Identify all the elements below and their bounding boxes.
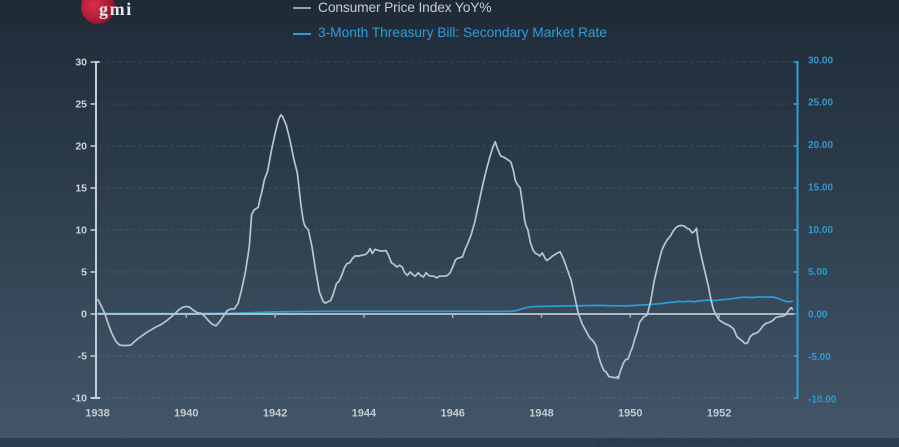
svg-text:1942: 1942 xyxy=(263,408,287,420)
svg-text:10: 10 xyxy=(75,225,87,237)
svg-text:1940: 1940 xyxy=(174,408,198,420)
svg-text:1946: 1946 xyxy=(440,408,464,420)
svg-text:1948: 1948 xyxy=(529,408,553,420)
svg-text:0: 0 xyxy=(81,309,87,321)
svg-text:-5: -5 xyxy=(78,351,87,363)
svg-text:5: 5 xyxy=(81,267,87,279)
svg-text:0.00: 0.00 xyxy=(808,310,828,321)
svg-text:1938: 1938 xyxy=(85,408,109,420)
svg-text:30.00: 30.00 xyxy=(808,55,833,66)
svg-text:1950: 1950 xyxy=(618,408,642,420)
svg-text:30: 30 xyxy=(75,57,87,69)
svg-text:1952: 1952 xyxy=(707,408,731,420)
svg-text:15.00: 15.00 xyxy=(808,182,833,193)
svg-text:25: 25 xyxy=(75,99,87,111)
svg-text:15: 15 xyxy=(75,183,87,195)
svg-text:20.00: 20.00 xyxy=(808,140,833,151)
svg-text:25.00: 25.00 xyxy=(808,98,833,109)
svg-text:10.00: 10.00 xyxy=(808,225,833,236)
svg-text:1944: 1944 xyxy=(352,408,377,420)
svg-text:-10: -10 xyxy=(72,393,87,405)
svg-text:5.00: 5.00 xyxy=(808,267,828,278)
svg-text:-5.00: -5.00 xyxy=(808,352,831,363)
svg-text:20: 20 xyxy=(75,141,87,153)
svg-text:-10.00: -10.00 xyxy=(808,394,837,405)
